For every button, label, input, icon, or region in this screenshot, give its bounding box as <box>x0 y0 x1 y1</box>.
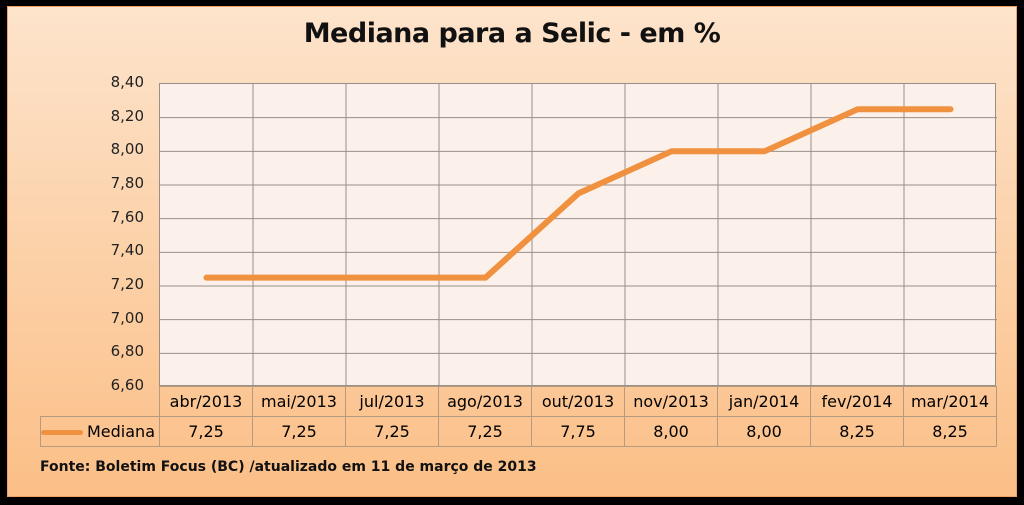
source-note: Fonte: Boletim Focus (BC) /atualizado em… <box>40 459 537 475</box>
y-tick-label: 8,00 <box>110 140 144 159</box>
table-value-cell: 8,00 <box>624 416 718 447</box>
y-tick-label: 7,80 <box>110 174 144 192</box>
table-header-cell: jan/2014 <box>717 386 811 417</box>
table-value-cell: 7,25 <box>345 416 439 447</box>
table-header-cell: nov/2013 <box>624 386 718 417</box>
table-value-cell: 7,25 <box>438 416 532 447</box>
table-value-cell: 7,75 <box>531 416 625 447</box>
y-tick-label: 7,60 <box>110 207 144 226</box>
table-header-cell: out/2013 <box>531 386 625 417</box>
y-tick-label: 7,20 <box>110 275 144 293</box>
table-header-cell: abr/2013 <box>159 386 253 417</box>
table-value-cell: 8,00 <box>717 416 811 447</box>
table-value-cell: 8,25 <box>810 416 904 447</box>
legend-label: Mediana <box>87 422 155 441</box>
y-tick-label: 7,40 <box>110 241 144 260</box>
table-header-cell: jul/2013 <box>345 386 439 417</box>
y-tick-label: 7,00 <box>110 308 144 327</box>
table-header-cell: mai/2013 <box>252 386 346 417</box>
table-header-cell: fev/2014 <box>810 386 904 417</box>
chart-title: Mediana para a Selic - em % <box>303 18 721 49</box>
table-value-cell: 7,25 <box>159 416 253 447</box>
line-chart-svg <box>160 84 997 387</box>
series-line-mediana <box>203 106 954 281</box>
y-tick-label: 8,20 <box>110 106 144 125</box>
table-header-cell: ago/2013 <box>438 386 532 417</box>
plot-area <box>159 83 997 387</box>
y-tick-label: 6,60 <box>110 376 144 394</box>
table-value-cell: 7,25 <box>252 416 346 447</box>
y-tick-label: 8,40 <box>110 73 144 91</box>
table-value-cell: 8,25 <box>903 416 997 447</box>
table-header-cell: mar/2014 <box>903 386 997 417</box>
legend-cell: Mediana <box>40 416 160 447</box>
legend-line-swatch <box>41 430 83 435</box>
y-tick-label: 6,80 <box>110 342 144 361</box>
